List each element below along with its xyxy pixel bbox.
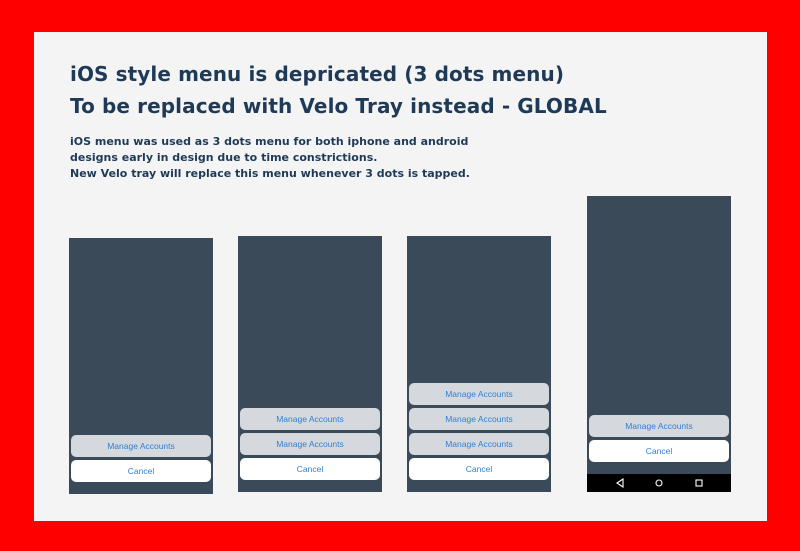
phone-mockup-ios-1: Manage Accounts Cancel bbox=[69, 238, 213, 494]
action-sheet: Manage Accounts Cancel bbox=[589, 415, 729, 462]
action-sheet: Manage Accounts Manage Accounts Cancel bbox=[240, 408, 380, 480]
description-line: iOS menu was used as 3 dots menu for bot… bbox=[70, 135, 469, 148]
page-title: iOS style menu is depricated (3 dots men… bbox=[70, 62, 565, 86]
manage-accounts-button[interactable]: Manage Accounts bbox=[589, 415, 729, 437]
manage-accounts-button[interactable]: Manage Accounts bbox=[71, 435, 211, 457]
description-line: New Velo tray will replace this menu whe… bbox=[70, 167, 470, 180]
manage-accounts-button[interactable]: Manage Accounts bbox=[240, 433, 380, 455]
description-line: designs early in design due to time cons… bbox=[70, 151, 378, 164]
action-sheet: Manage Accounts Manage Accounts Manage A… bbox=[409, 383, 549, 480]
home-icon[interactable] bbox=[653, 477, 665, 489]
phone-mockup-ios-3: Manage Accounts Manage Accounts Manage A… bbox=[407, 236, 551, 492]
cancel-button[interactable]: Cancel bbox=[240, 458, 380, 480]
manage-accounts-button[interactable]: Manage Accounts bbox=[409, 383, 549, 405]
cancel-button[interactable]: Cancel bbox=[409, 458, 549, 480]
manage-accounts-button[interactable]: Manage Accounts bbox=[240, 408, 380, 430]
action-sheet: Manage Accounts Cancel bbox=[71, 435, 211, 482]
manage-accounts-button[interactable]: Manage Accounts bbox=[409, 408, 549, 430]
page-subtitle: To be replaced with Velo Tray instead - … bbox=[70, 94, 607, 118]
cancel-button[interactable]: Cancel bbox=[589, 440, 729, 462]
recents-icon[interactable] bbox=[693, 477, 705, 489]
description: iOS menu was used as 3 dots menu for bot… bbox=[70, 134, 470, 182]
phone-mockup-android: Manage Accounts Cancel bbox=[587, 196, 731, 492]
back-icon[interactable] bbox=[614, 477, 626, 489]
manage-accounts-button[interactable]: Manage Accounts bbox=[409, 433, 549, 455]
phone-mockup-ios-2: Manage Accounts Manage Accounts Cancel bbox=[238, 236, 382, 492]
cancel-button[interactable]: Cancel bbox=[71, 460, 211, 482]
android-nav-bar bbox=[587, 474, 731, 492]
